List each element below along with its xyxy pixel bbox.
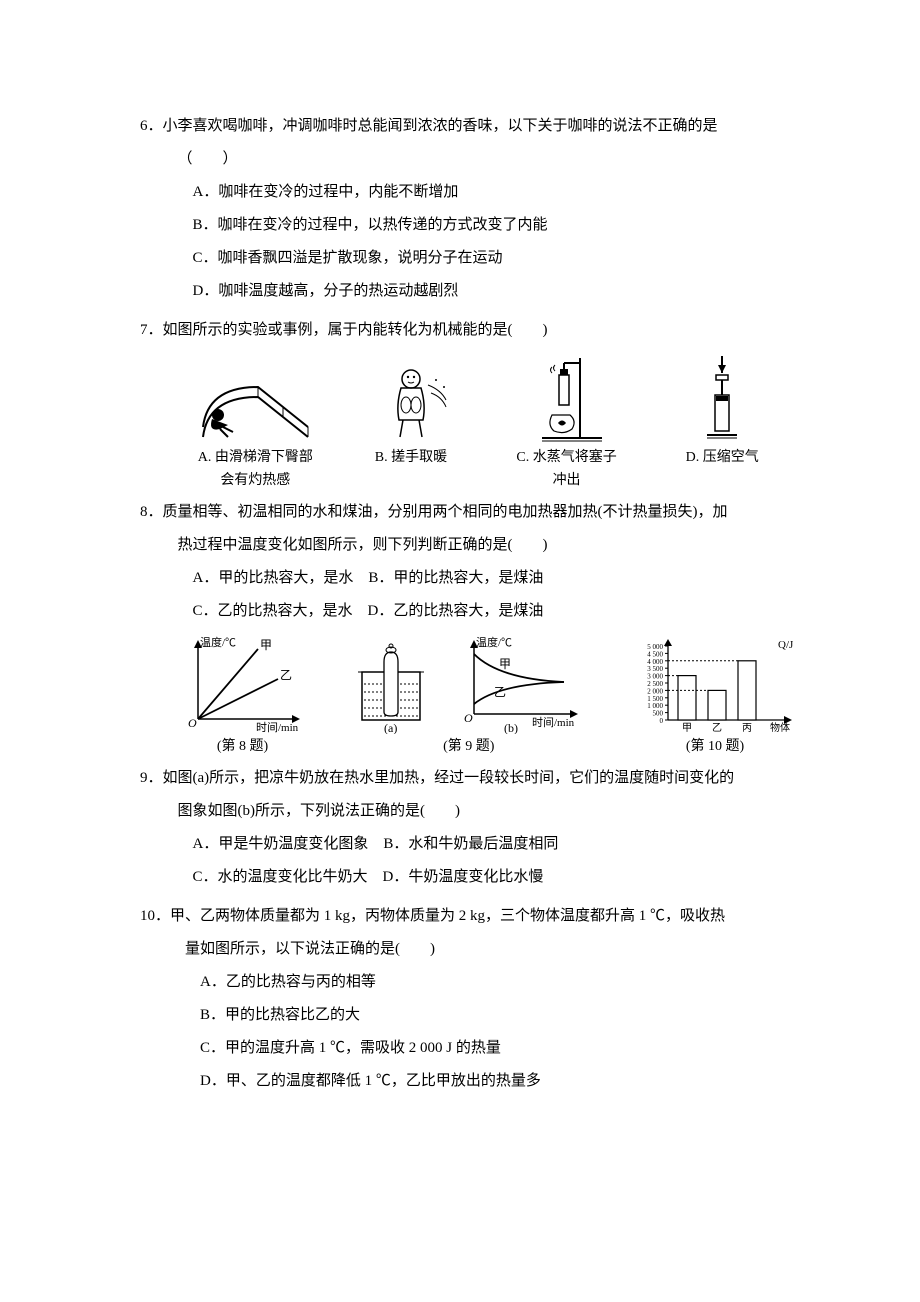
q8-stem2: 热过程中温度变化如图所示，则下列判断正确的是( ) xyxy=(140,529,800,562)
q8-text1: 质量相等、初温相同的水和煤油，分别用两个相同的电加热器加热(不计热量损失)，加 xyxy=(163,504,728,520)
q10-opt-c: C．甲的温度升高 1 ℃，需吸收 2 000 J 的热量 xyxy=(200,1032,800,1065)
q6-opt-b: B．咖啡在变冷的过程中，以热传递的方式改变了内能 xyxy=(193,209,801,242)
q6-opts: A．咖啡在变冷的过程中，内能不断增加 B．咖啡在变冷的过程中，以热传递的方式改变… xyxy=(140,176,800,308)
q7-fig-a: A. 由滑梯滑下臀部 会有灼热感 xyxy=(178,377,334,490)
q7-fig-b: B. 搓手取暖 xyxy=(333,365,489,490)
q8-opts-row1: A．甲的比热容大，是水 B．甲的比热容大，是煤油 xyxy=(193,562,801,595)
bar-chart-q10: Q/J 5 0004 5004 0003 5003 0002 5002 0001… xyxy=(630,634,800,734)
svg-text:0: 0 xyxy=(660,717,664,725)
q10-opt-b: B．甲的比热容比乙的大 xyxy=(200,999,800,1032)
question-6: 6．小李喜欢喝咖啡，冲调咖啡时总能闻到浓浓的香味，以下关于咖啡的说法不正确的是 … xyxy=(140,110,800,308)
q7-text: 如图所示的实验或事例，属于内能转化为机械能的是( ) xyxy=(163,322,548,338)
q7-num: 7． xyxy=(140,322,163,338)
q10-opt-a: A．乙的比热容与丙的相等 xyxy=(200,966,800,999)
q9-figs: (a) 甲 乙 温度/℃ 时间/min O (b) xyxy=(344,634,594,734)
q10-text1: 甲、乙两物体质量都为 1 kg，丙物体质量为 2 kg，三个物体温度都升高 1 … xyxy=(170,908,725,924)
q7-cap-c1: C. 水蒸气将塞子 xyxy=(489,448,645,468)
charts-row-8-9-10: 甲 乙 温度/℃ 时间/min O (第 8 题) xyxy=(140,628,800,756)
q7-figures: A. 由滑梯滑下臀部 会有灼热感 B. 搓手取暖 xyxy=(140,347,800,490)
q7-cap-b: B. 搓手取暖 xyxy=(333,448,489,468)
q6-opt-d: D．咖啡温度越高，分子的热运动越剧烈 xyxy=(193,275,801,308)
question-10: 10．甲、乙两物体质量都为 1 kg，丙物体质量为 2 kg，三个物体温度都升高… xyxy=(140,900,800,1098)
q8-xlabel: 时间/min xyxy=(256,721,299,734)
q7-stem: 7．如图所示的实验或事例，属于内能转化为机械能的是( ) xyxy=(140,314,800,347)
q8-ylabel: 温度/℃ xyxy=(200,635,236,649)
question-7: 7．如图所示的实验或事例，属于内能转化为机械能的是( ) A. 由滑梯滑下臀部 … xyxy=(140,314,800,490)
q7-cap-c2: 冲出 xyxy=(489,471,645,491)
svg-text:O: O xyxy=(464,711,473,725)
q9-opts: A．甲是牛奶温度变化图象 B．水和牛奶最后温度相同 C．水的温度变化比牛奶大 D… xyxy=(140,828,800,894)
svg-text:物体: 物体 xyxy=(770,721,790,734)
q7-cap-a2: 会有灼热感 xyxy=(178,471,334,491)
q9-text1: 如图(a)所示，把凉牛奶放在热水里加热，经过一段较长时间，它们的温度随时间变化的 xyxy=(163,770,735,786)
chart-q8: 甲 乙 温度/℃ 时间/min O (第 8 题) xyxy=(178,634,308,756)
q9a-label: (a) xyxy=(384,721,397,734)
q9-series1: 甲 xyxy=(499,657,511,671)
q8-stem1: 8．质量相等、初温相同的水和煤油，分别用两个相同的电加热器加热(不计热量损失)，… xyxy=(140,496,800,529)
q10-ylabel: Q/J xyxy=(778,639,794,651)
q10-opts: A．乙的比热容与丙的相等 B．甲的比热容比乙的大 C．甲的温度升高 1 ℃，需吸… xyxy=(140,966,800,1098)
q9-xlabel: 时间/min xyxy=(532,716,575,729)
q8-series2: 乙 xyxy=(280,668,292,682)
svg-text:甲: 甲 xyxy=(682,723,692,734)
q6-paren: （ ） xyxy=(140,143,800,176)
compress-air-icon xyxy=(692,353,752,445)
q8-num: 8． xyxy=(140,504,163,520)
question-9: 9．如图(a)所示，把凉牛奶放在热水里加热，经过一段较长时间，它们的温度随时间变… xyxy=(140,762,800,894)
svg-text:乙: 乙 xyxy=(712,722,722,734)
q9-cap: (第 9 题) xyxy=(344,738,594,756)
q9-num: 9． xyxy=(140,770,163,786)
svg-text:丙: 丙 xyxy=(742,723,752,734)
q7-cap-d: D. 压缩空气 xyxy=(644,448,800,468)
q7-fig-c: C. 水蒸气将塞子 冲出 xyxy=(489,353,645,490)
chart-q10: Q/J 5 0004 5004 0003 5003 0002 5002 0001… xyxy=(630,634,800,756)
q8-opts: A．甲的比热容大，是水 B．甲的比热容大，是煤油 C．乙的比热容大，是水 D．乙… xyxy=(140,562,800,628)
q6-text: 小李喜欢喝咖啡，冲调咖啡时总能闻到浓浓的香味，以下关于咖啡的说法不正确的是 xyxy=(163,118,718,134)
q7-cap-a1: A. 由滑梯滑下臀部 xyxy=(178,448,334,468)
q8-opts-row2: C．乙的比热容大，是水 D．乙的比热容大，是煤油 xyxy=(193,595,801,628)
q8-cap: (第 8 题) xyxy=(178,738,308,756)
q8-series1: 甲 xyxy=(260,638,272,652)
slide-icon xyxy=(198,377,313,445)
q10-stem2: 量如图所示，以下说法正确的是( ) xyxy=(140,933,800,966)
q10-stem1: 10．甲、乙两物体质量都为 1 kg，丙物体质量为 2 kg，三个物体温度都升高… xyxy=(140,900,800,933)
q9b-label: (b) xyxy=(504,721,518,734)
q10-num: 10． xyxy=(140,908,170,924)
q9-stem1: 9．如图(a)所示，把凉牛奶放在热水里加热，经过一段较长时间，它们的温度随时间变… xyxy=(140,762,800,795)
q10-cap: (第 10 题) xyxy=(630,738,800,756)
q6-opt-a: A．咖啡在变冷的过程中，内能不断增加 xyxy=(193,176,801,209)
q9-ylabel: 温度/℃ xyxy=(476,635,512,649)
q6-stem: 6．小李喜欢喝咖啡，冲调咖啡时总能闻到浓浓的香味，以下关于咖啡的说法不正确的是 xyxy=(140,110,800,143)
q10-opt-d: D．甲、乙的温度都降低 1 ℃，乙比甲放出的热量多 xyxy=(200,1065,800,1098)
q7-fig-d: D. 压缩空气 xyxy=(644,353,800,490)
q9-opts-row1: A．甲是牛奶温度变化图象 B．水和牛奶最后温度相同 xyxy=(193,828,801,861)
line-chart-q8: 甲 乙 温度/℃ 时间/min O xyxy=(178,634,308,734)
rub-hands-icon xyxy=(366,365,456,445)
chart-q9: (a) 甲 乙 温度/℃ 时间/min O (b) xyxy=(344,634,594,756)
svg-text:O: O xyxy=(188,716,197,730)
question-8: 8．质量相等、初温相同的水和煤油，分别用两个相同的电加热器加热(不计热量损失)，… xyxy=(140,496,800,756)
steam-cork-icon xyxy=(522,353,612,445)
q9-opts-row2: C．水的温度变化比牛奶大 D．牛奶温度变化比水慢 xyxy=(193,861,801,894)
q9-stem2: 图象如图(b)所示，下列说法正确的是( ) xyxy=(140,795,800,828)
q9-series2: 乙 xyxy=(494,685,506,699)
q6-num: 6． xyxy=(140,118,163,134)
q6-opt-c: C．咖啡香飘四溢是扩散现象，说明分子在运动 xyxy=(193,242,801,275)
